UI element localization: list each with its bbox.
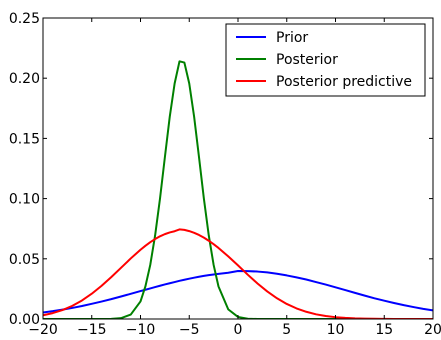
x-tick-label: −5 (179, 322, 200, 336)
y-tick-label: 0.20 (9, 71, 40, 87)
y-tick-label: 0.00 (9, 312, 40, 328)
y-tick-label: 0.25 (9, 11, 40, 27)
x-tick-label: 20 (424, 322, 441, 336)
x-tick-label: 0 (234, 322, 243, 336)
x-tick-label: −20 (28, 322, 58, 336)
y-tick-label: 0.15 (9, 131, 40, 147)
legend-label-posterior-predictive: Posterior predictive (276, 74, 412, 90)
series-line-posterior (43, 60, 433, 319)
series-line-prior (43, 269, 433, 314)
series-line-posterior-predictive (43, 228, 433, 319)
plot-area (43, 60, 433, 319)
axes: −20 −15 −10 −5 0 5 10 15 20 0.00 0.05 0.10 0.15 0.20 0… (9, 11, 441, 338)
y-tick-label: 0.05 (9, 252, 40, 268)
x-tick-label: −10 (126, 322, 156, 336)
x-tick-label: 10 (327, 322, 345, 336)
legend-label-posterior: Posterior (276, 52, 338, 68)
legend: Prior Posterior Posterior predictive (225, 23, 426, 97)
y-tick-label: 0.10 (9, 192, 40, 208)
x-tick-label: 5 (282, 322, 291, 336)
x-tick-label: −15 (77, 322, 107, 336)
x-tick-label: 15 (375, 322, 393, 336)
legend-label-prior: Prior (276, 30, 308, 46)
